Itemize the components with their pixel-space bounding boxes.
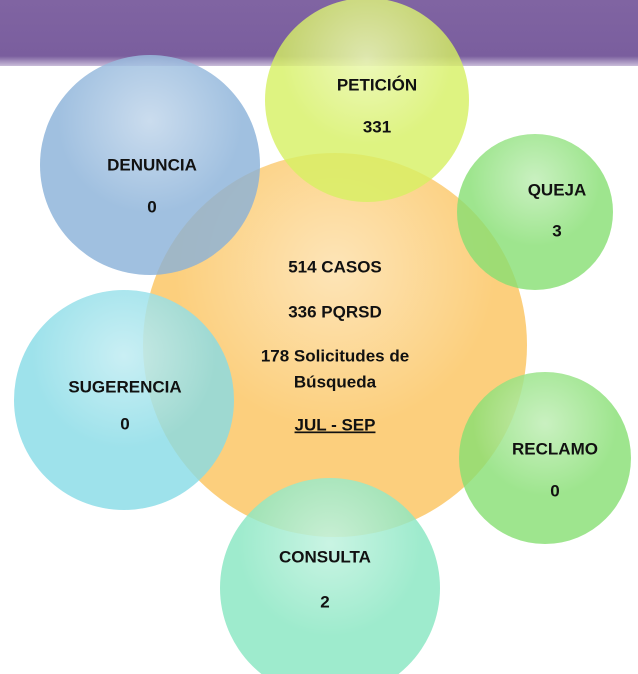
center-line: 178 Solicitudes de — [261, 346, 409, 365]
node-label: DENUNCIA — [107, 155, 197, 174]
node-value: 0 — [120, 414, 129, 433]
node-value: 0 — [147, 197, 156, 216]
node-circle — [220, 478, 440, 674]
node-value: 331 — [363, 117, 391, 136]
center-circle — [143, 153, 527, 537]
node-circle — [40, 55, 260, 275]
node-label: PETICIÓN — [337, 75, 417, 94]
node-value: 2 — [320, 592, 329, 611]
center-period: JUL - SEP — [295, 415, 376, 434]
node-circle — [265, 0, 469, 202]
node-circle — [14, 290, 234, 510]
node-value: 3 — [552, 221, 561, 240]
node-circle — [457, 134, 613, 290]
node-label: CONSULTA — [279, 547, 371, 566]
node-label: QUEJA — [528, 180, 587, 199]
center-line: 336 PQRSD — [288, 302, 382, 321]
node-circle — [459, 372, 631, 544]
center-line: Búsqueda — [294, 372, 377, 391]
center-line: 514 CASOS — [288, 257, 382, 276]
node-label: RECLAMO — [512, 439, 598, 458]
node-label: SUGERENCIA — [68, 377, 181, 396]
node-value: 0 — [550, 481, 559, 500]
